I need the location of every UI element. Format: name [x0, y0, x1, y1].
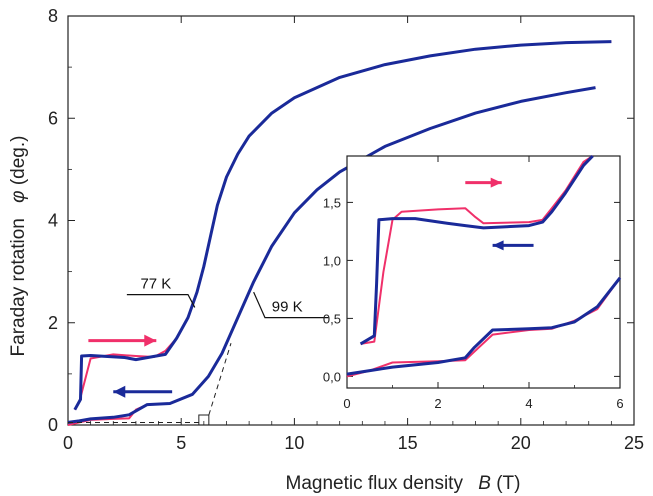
x-tick-label: 10 — [284, 433, 304, 453]
inset-sweep-up-arrow — [465, 177, 502, 188]
sweep-down-arrow — [113, 385, 173, 398]
inset-x-tick-label: 2 — [434, 396, 441, 411]
inset-y-tick-label: 1,0 — [323, 253, 341, 268]
x-tick-label: 5 — [176, 433, 186, 453]
inset-frame — [346, 155, 621, 389]
inset-sweep-down-arrow — [492, 240, 534, 251]
inset-x-tick-label: 6 — [616, 396, 623, 411]
sweep-up-arrow — [88, 334, 157, 347]
inset-y-tick-label: 0,0 — [323, 369, 341, 384]
inset-x-tick-label: 4 — [525, 396, 532, 411]
inset-y-tick-label: 0,5 — [323, 311, 341, 326]
y-axis-title: Faraday rotation φ (deg.) — [8, 136, 29, 357]
inset-curve-down-77K — [359, 154, 594, 346]
main-annotations: 77 K 99 K — [68, 276, 329, 426]
y-tick-label: 0 — [48, 415, 58, 435]
inset-curve-down-99K — [346, 276, 622, 376]
y-tick-label: 4 — [48, 211, 58, 231]
curve-down-77K — [73, 40, 612, 411]
x-tick-label: 15 — [398, 433, 418, 453]
label-99k-leader — [253, 291, 329, 319]
zoom-region-box — [198, 414, 210, 426]
label-77k-leader — [126, 294, 196, 308]
y-tick-label: 2 — [48, 313, 58, 333]
y-tick-label: 8 — [48, 6, 58, 26]
x-tick-label: 25 — [624, 433, 644, 453]
x-axis-title: Magnetic flux density B (T) — [286, 473, 521, 494]
inset-plot: 0 2 4 6 0,0 0,5 1,0 1,5 — [323, 154, 624, 411]
x-tick-label: 0 — [63, 433, 73, 453]
y-tick-label: 6 — [48, 108, 58, 128]
curve-down-99K — [67, 86, 596, 424]
label-99k: 99 K — [272, 299, 303, 316]
label-77k: 77 K — [140, 276, 171, 293]
inset-y-tick-label: 1,5 — [323, 195, 341, 210]
main-curves — [67, 40, 612, 426]
inset-curve-up-77K — [360, 155, 594, 345]
inset-x-tick-label: 0 — [343, 396, 350, 411]
zoom-connector — [208, 343, 232, 416]
x-tick-label: 20 — [511, 433, 531, 453]
